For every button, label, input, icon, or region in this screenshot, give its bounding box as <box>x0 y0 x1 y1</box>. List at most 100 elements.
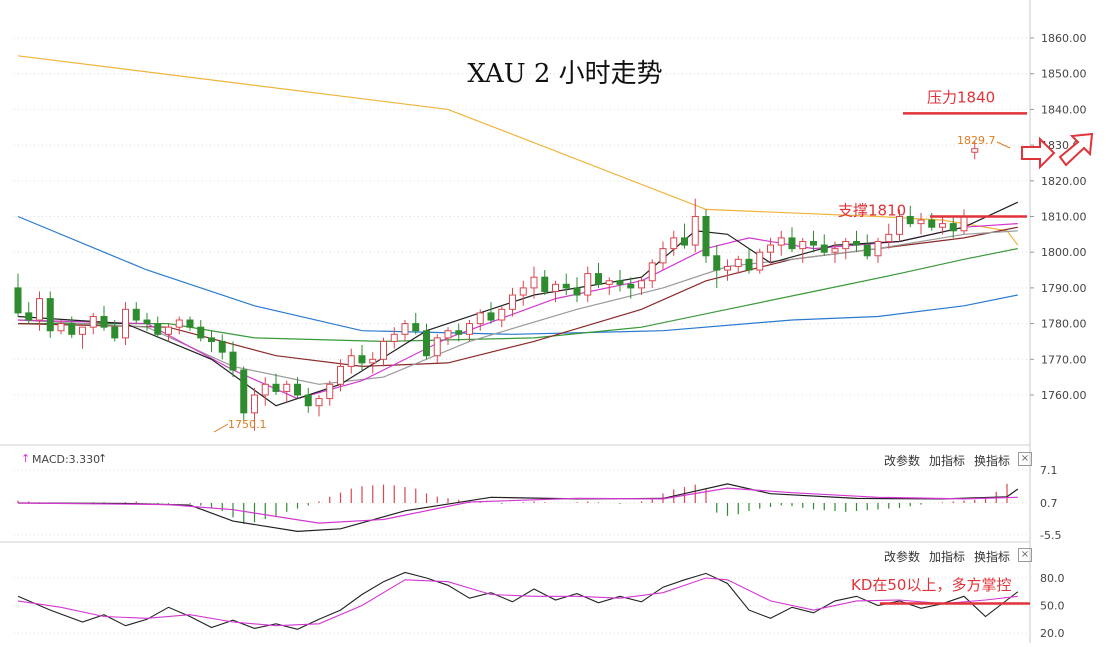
candle-body <box>100 315 108 328</box>
candle-body <box>971 148 979 153</box>
high-price-pointer <box>996 141 1011 149</box>
main-y-tick-label: 1800.00 <box>1041 246 1087 259</box>
macd-line <box>17 487 1018 524</box>
candle-body <box>154 323 162 335</box>
moving-average-line <box>17 55 1019 246</box>
candle-body <box>799 240 807 250</box>
candle-body <box>186 319 194 328</box>
candle-body <box>530 276 538 289</box>
main-y-tick-label: 1810.00 <box>1041 211 1087 224</box>
candle-body <box>122 308 129 339</box>
candle-body <box>14 287 22 314</box>
kd-layer <box>17 571 1019 630</box>
moving-average-line <box>17 201 1019 407</box>
candle-body <box>885 233 893 242</box>
up-right-arrow-icon <box>1058 132 1094 167</box>
candle-body <box>423 330 430 357</box>
low-price-label: 1750.1 <box>228 418 267 431</box>
candle-body <box>541 276 549 292</box>
kd-y-tick-label: 80.0 <box>1040 572 1065 585</box>
candle-body <box>240 369 248 414</box>
candle-body <box>756 251 764 271</box>
kd-close-icon[interactable]: × <box>1018 548 1032 562</box>
kd-y-tick-label: 20.0 <box>1040 627 1065 640</box>
candle-body <box>648 262 656 282</box>
candle-body <box>670 237 678 250</box>
candle-body <box>949 223 957 232</box>
candle-body <box>304 394 312 407</box>
candle-body <box>79 326 86 335</box>
candle-body <box>36 298 43 321</box>
candle-body <box>412 323 420 332</box>
candle-body <box>165 326 172 335</box>
candle-body <box>627 283 635 289</box>
candle-body <box>498 308 506 321</box>
candle-body <box>853 240 860 246</box>
axis-layer: 1860.001850.001840.001830.001820.001810.… <box>0 0 1087 643</box>
candle-body <box>519 287 527 296</box>
macd-change-params-button[interactable]: 改参数 <box>884 454 921 468</box>
candle-body <box>928 219 936 228</box>
candle-body <box>57 323 65 332</box>
main-y-tick-label: 1770.00 <box>1041 353 1087 366</box>
candle-body <box>208 337 215 342</box>
moving-average-line <box>18 248 1018 343</box>
macd-line <box>17 483 1019 533</box>
chart-title: XAU 2 小时走势 <box>467 59 662 89</box>
candle-body <box>573 287 581 296</box>
macd-add-indicator-button[interactable]: 加指标 <box>929 454 966 468</box>
moving-average-layer <box>17 55 1019 407</box>
candle-body <box>175 319 183 328</box>
candle-body <box>681 237 688 246</box>
candle-body <box>476 312 484 325</box>
macd-switch-indicator-button[interactable]: 换指标 <box>974 454 1011 468</box>
main-y-tick-label: 1860.00 <box>1041 32 1087 45</box>
candle-body <box>455 330 463 335</box>
kd-change-params-button[interactable]: 改参数 <box>884 550 921 564</box>
candle-body <box>25 312 33 321</box>
macd-layer <box>17 483 1019 533</box>
candle-body <box>261 383 269 396</box>
candle-body <box>713 255 721 271</box>
main-y-tick-label: 1790.00 <box>1041 282 1087 295</box>
candle-body <box>358 355 366 364</box>
main-y-tick-label: 1840.00 <box>1041 103 1087 116</box>
low-price-pointer <box>213 423 229 433</box>
annotation-layer: 压力1840 支撑1810 1829.7 1750.1 KD在50以上，多方掌控 <box>213 88 1094 605</box>
high-price-label: 1829.7 <box>957 134 996 147</box>
right-arrow-icon <box>1021 136 1056 170</box>
macd-y-tick-label: 0.7 <box>1040 497 1058 510</box>
kd-y-tick-label: 50.0 <box>1040 600 1065 613</box>
candle-body <box>638 280 645 289</box>
candle-body <box>251 394 258 414</box>
candle-body <box>444 330 452 339</box>
candle-body <box>595 273 602 285</box>
candle-body <box>197 326 205 339</box>
candle-body <box>466 323 473 335</box>
candle-body <box>831 248 839 253</box>
kd-add-indicator-button[interactable]: 加指标 <box>929 550 966 564</box>
main-y-tick-label: 1820.00 <box>1041 175 1087 188</box>
candle-body <box>842 240 850 250</box>
candle-body <box>143 319 151 325</box>
kd-line <box>17 577 1018 627</box>
candle-body <box>229 351 237 371</box>
candle-body <box>788 237 796 250</box>
candle-body <box>702 216 710 257</box>
candle-body <box>46 298 54 332</box>
candle-body <box>659 248 667 264</box>
candle-body <box>616 280 624 285</box>
candle-body <box>326 383 334 400</box>
candle-body <box>820 244 828 253</box>
pressure-label: 压力1840 <box>927 88 995 106</box>
candle-body <box>89 315 97 328</box>
candle-body <box>390 333 398 342</box>
kd-switch-indicator-button[interactable]: 换指标 <box>974 550 1011 564</box>
macd-close-icon[interactable]: × <box>1018 452 1032 466</box>
candle-body <box>562 283 570 289</box>
candle-body <box>218 340 226 353</box>
main-y-tick-label: 1760.00 <box>1041 389 1087 402</box>
candle-body <box>810 240 817 246</box>
candle-body <box>777 237 785 246</box>
